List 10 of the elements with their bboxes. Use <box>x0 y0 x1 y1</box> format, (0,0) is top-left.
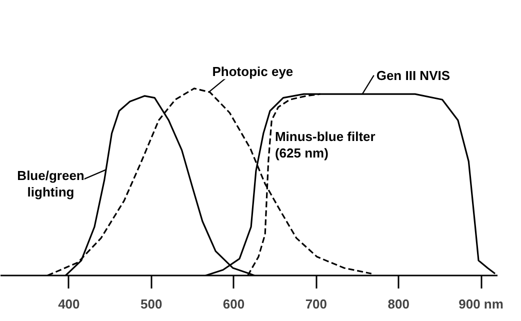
series-label: Minus-blue filter (625 nm) <box>274 128 376 160</box>
x-tick-label: 600 <box>222 296 245 312</box>
x-tick-label: 400 <box>58 296 80 312</box>
x-tick-label: 900 nm <box>458 296 504 312</box>
series-label: Gen III NVIS <box>376 68 450 83</box>
x-tick-label: 500 <box>140 296 162 312</box>
x-tick-label: 800 <box>388 296 410 312</box>
series-label: Photopic eye <box>212 64 294 80</box>
series-label: Blue/green lighting <box>17 168 84 200</box>
x-tick-label: 700 <box>305 296 328 312</box>
